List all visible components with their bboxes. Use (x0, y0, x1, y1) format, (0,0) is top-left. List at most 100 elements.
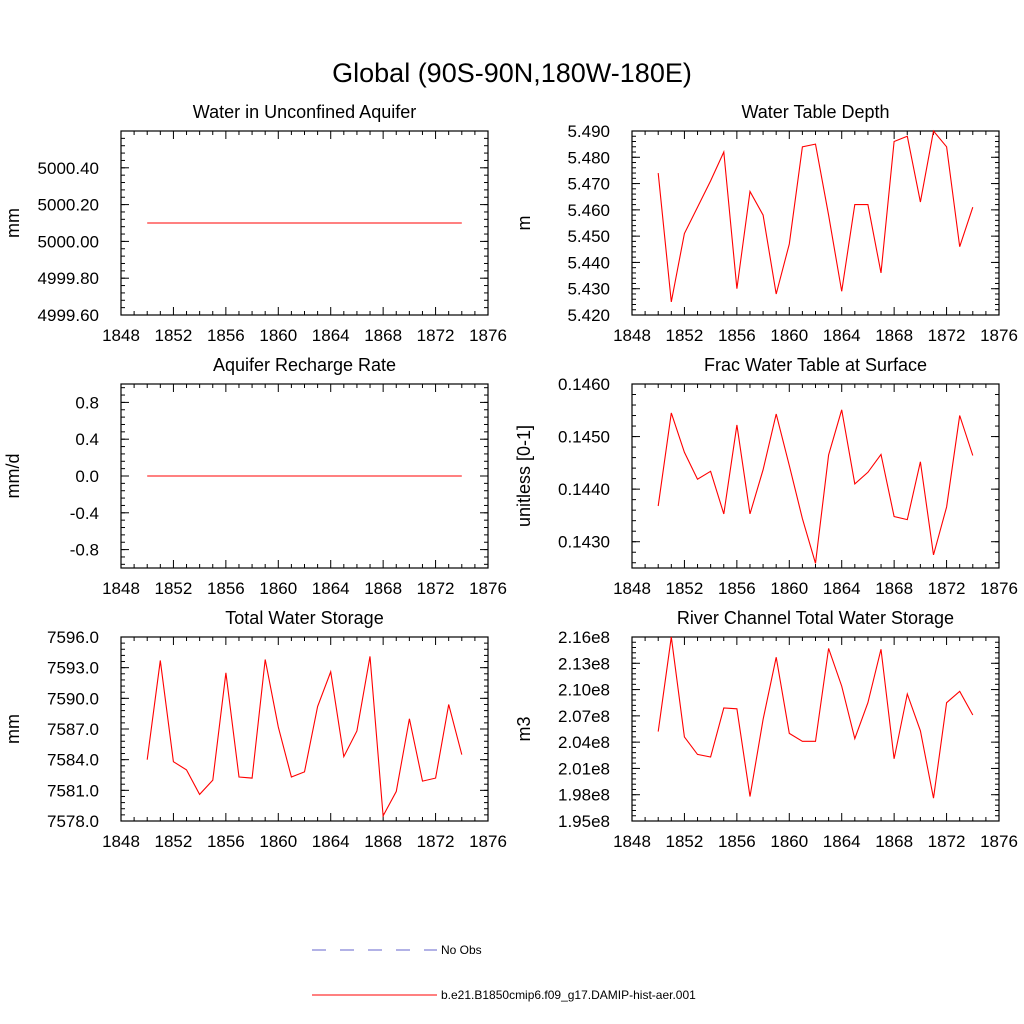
x-tick-label: 1852 (666, 579, 704, 598)
y-tick-label: 5.430 (567, 280, 610, 299)
series-line-1 (657, 129, 974, 303)
x-tick-label: 1856 (207, 326, 245, 345)
legend: No Obs b.e21.B1850cmip6.f09_g17.DAMIP-hi… (312, 943, 696, 1002)
x-tick-label: 1868 (364, 832, 402, 851)
y-tick-label: 2.10e8 (558, 681, 610, 700)
x-tick-label: 1876 (469, 832, 507, 851)
x-tick-label: 1868 (875, 326, 913, 345)
x-tick-label: 1868 (875, 832, 913, 851)
y-tick-label: 0.0 (75, 467, 99, 486)
y-tick-label: 5.440 (567, 253, 610, 272)
chart-panels: Water in Unconfined Aquifer mm 1848 1852 185… (3, 102, 1018, 851)
y-axis-label: unitless [0-1] (514, 425, 534, 527)
series-line-1 (657, 409, 974, 564)
y-axis-label: mm (3, 714, 23, 744)
x-tick-label: 1864 (823, 326, 861, 345)
x-tick-label: 1848 (613, 832, 651, 851)
x-tick-label: 1872 (928, 579, 966, 598)
x-tick-label: 1848 (102, 832, 140, 851)
y-tick-label: 5000.00 (38, 232, 99, 251)
x-tick-label: 1872 (928, 326, 966, 345)
y-axis-label: m (514, 216, 534, 231)
y-tick-label: 7590.0 (47, 689, 99, 708)
y-tick-label: 1.98e8 (558, 786, 610, 805)
legend-model-label: b.e21.B1850cmip6.f09_g17.DAMIP-hist-aer.… (441, 988, 696, 1002)
y-tick-label: 0.4 (75, 430, 99, 449)
y-tick-label: 0.1450 (558, 428, 610, 447)
y-tick-label: 7578.0 (47, 812, 99, 831)
x-tick-label: 1864 (823, 579, 861, 598)
y-tick-label: -0.4 (70, 504, 99, 523)
y-tick-label: 5.450 (567, 227, 610, 246)
y-tick-label: 5.470 (567, 175, 610, 194)
x-tick-label: 1860 (259, 832, 297, 851)
chart-title: Frac Water Table at Surface (704, 355, 927, 375)
y-tick-label: 5000.40 (38, 159, 99, 178)
y-tick-label: 5000.20 (38, 196, 99, 215)
x-tick-label: 1876 (980, 579, 1018, 598)
x-tick-label: 1864 (312, 832, 350, 851)
y-tick-label: 7587.0 (47, 720, 99, 739)
chart-panel-2: Water Table Depth m 1848 1852 1856 1860 1864 18… (514, 102, 1018, 345)
y-tick-label: 2.01e8 (558, 759, 610, 778)
x-tick-label: 1852 (666, 832, 704, 851)
x-tick-label: 1860 (259, 579, 297, 598)
chart-panel-1: Water in Unconfined Aquifer mm 1848 1852 185… (3, 102, 507, 345)
x-tick-label: 1856 (207, 579, 245, 598)
x-tick-label: 1876 (980, 832, 1018, 851)
chart-title: Aquifer Recharge Rate (213, 355, 396, 375)
x-tick-label: 1872 (417, 326, 455, 345)
chart-title: Total Water Storage (225, 608, 383, 628)
x-tick-label: 1856 (207, 832, 245, 851)
x-tick-label: 1864 (823, 832, 861, 851)
x-tick-label: 1852 (155, 326, 193, 345)
y-tick-label: -0.8 (70, 541, 99, 560)
x-tick-label: 1860 (770, 326, 808, 345)
chart-title: River Channel Total Water Storage (677, 608, 954, 628)
y-tick-label: 7581.0 (47, 781, 99, 800)
y-tick-label: 0.1440 (558, 480, 610, 499)
x-tick-label: 1868 (875, 579, 913, 598)
plot-frame (120, 636, 489, 822)
legend-obs-label: No Obs (441, 943, 482, 957)
y-tick-label: 0.1430 (558, 533, 610, 552)
y-tick-label: 5.490 (567, 122, 610, 141)
y-tick-label: 5.480 (567, 148, 610, 167)
y-tick-label: 4999.80 (38, 269, 99, 288)
figure-title: Global (90S-90N,180W-180E) (332, 58, 692, 88)
x-tick-label: 1872 (417, 579, 455, 598)
x-tick-label: 1876 (469, 326, 507, 345)
y-axis-label: m3 (514, 716, 534, 741)
x-tick-label: 1852 (666, 326, 704, 345)
y-tick-label: 2.13e8 (558, 654, 610, 673)
y-tick-label: 4999.60 (38, 306, 99, 325)
y-tick-label: 5.460 (567, 201, 610, 220)
x-tick-label: 1852 (155, 832, 193, 851)
y-tick-label: 1.95e8 (558, 812, 610, 831)
x-tick-label: 1860 (770, 579, 808, 598)
x-tick-label: 1860 (259, 326, 297, 345)
x-tick-label: 1848 (613, 579, 651, 598)
series-line-1 (146, 656, 463, 818)
x-tick-label: 1872 (417, 832, 455, 851)
x-tick-label: 1876 (469, 579, 507, 598)
x-tick-label: 1848 (102, 326, 140, 345)
y-tick-label: 7593.0 (47, 659, 99, 678)
x-tick-label: 1856 (718, 832, 756, 851)
y-tick-label: 2.07e8 (558, 707, 610, 726)
x-tick-label: 1852 (155, 579, 193, 598)
x-tick-label: 1860 (770, 832, 808, 851)
y-axis-label: mm (3, 208, 23, 238)
chart-title: Water in Unconfined Aquifer (193, 102, 416, 122)
x-tick-label: 1864 (312, 579, 350, 598)
chart-panel-5: Total Water Storage mm 1848 1852 1856 1860 186… (3, 608, 507, 851)
y-tick-label: 0.8 (75, 393, 99, 412)
x-tick-label: 1856 (718, 326, 756, 345)
x-tick-label: 1856 (718, 579, 756, 598)
x-tick-label: 1868 (364, 326, 402, 345)
x-tick-label: 1848 (102, 579, 140, 598)
y-tick-label: 2.16e8 (558, 628, 610, 647)
x-tick-label: 1868 (364, 579, 402, 598)
